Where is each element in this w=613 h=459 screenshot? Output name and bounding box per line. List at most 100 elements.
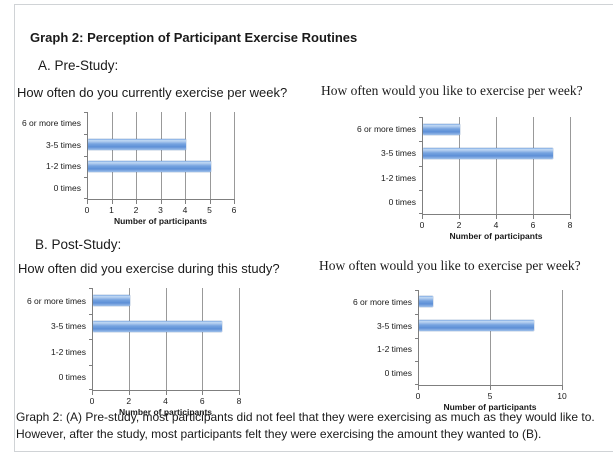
bar-1-2-times	[88, 160, 211, 172]
category-label: 1-2 times	[381, 172, 416, 183]
plot-area	[419, 117, 571, 215]
category-axis-tick	[415, 384, 419, 385]
x-tick-label: 4	[493, 220, 499, 230]
category-label: 6 or more times	[352, 296, 412, 307]
gridline	[239, 288, 240, 390]
x-tick-label: 0	[89, 396, 95, 406]
chart-title-post-during: How often did you exercise during this s…	[18, 261, 280, 276]
category-label: 6 or more times	[356, 124, 416, 135]
x-axis-tick	[87, 200, 88, 204]
gridline	[533, 117, 534, 214]
gridline	[128, 288, 130, 390]
x-tick-label: 6	[199, 396, 205, 406]
chart-post-desired-exercise: 6 or more times 3-5 times 1-2 times 0 times…	[347, 290, 568, 413]
category-label: 0 times	[53, 183, 81, 194]
gridline	[202, 288, 204, 390]
category-axis-tick	[89, 313, 93, 315]
chart-pre-current-exercise: 6 or more times 3-5 times 1-2 times 0 times…	[16, 112, 240, 227]
category-axis-tick	[84, 112, 88, 113]
gridline	[459, 117, 460, 214]
gridline	[165, 288, 167, 390]
chart-pre-desired-exercise: 6 or more times 3-5 times 1-2 times 0 times…	[350, 117, 576, 242]
x-tick-label: 0	[415, 391, 421, 401]
x-axis-title: Number of participants	[113, 216, 208, 226]
category-axis-tick	[84, 198, 88, 199]
x-tick-label: 0	[419, 220, 425, 230]
section-b-label: B. Post-Study:	[35, 237, 122, 252]
gridline	[209, 112, 211, 199]
category-label: 1-2 times	[46, 161, 81, 172]
category-axis-tick	[89, 364, 93, 366]
x-axis-tick	[496, 215, 497, 219]
x-tick-label: 4	[182, 205, 188, 215]
category-label: 3-5 times	[381, 148, 416, 159]
x-axis-tick	[239, 391, 240, 395]
category-label: 6 or more times	[21, 117, 81, 128]
x-axis-tick	[209, 200, 211, 204]
section-a-label: A. Pre-Study:	[38, 58, 119, 73]
bar-3-5-times	[419, 320, 535, 332]
category-label: 0 times	[388, 196, 416, 207]
bar-3-5-times	[88, 139, 186, 151]
x-tick-label: 2	[456, 220, 462, 230]
x-tick-label: 3	[158, 205, 163, 215]
bar-6-or-more-times	[93, 295, 130, 307]
category-axis-tick	[415, 313, 419, 315]
x-axis-tick	[92, 391, 93, 395]
figure-title: Graph 2: Perception of Participant Exerc…	[30, 30, 358, 45]
gridline	[496, 117, 497, 214]
chart-title-post-desired: How often would you like to exercise per…	[319, 258, 581, 273]
x-axis-tick	[202, 391, 204, 395]
category-axis-tick	[415, 337, 419, 339]
bar-6-or-more-times	[419, 296, 434, 308]
x-tick-label: 5	[207, 205, 212, 215]
category-label: 6 or more times	[26, 295, 86, 306]
plot-area	[415, 290, 563, 386]
x-axis-tick	[165, 391, 167, 395]
x-axis-tick	[136, 200, 137, 204]
x-tick-label: 6	[530, 220, 536, 230]
x-axis-tick	[562, 386, 563, 390]
chart-post-during-exercise: 6 or more times 3-5 times 1-2 times 0 times…	[21, 288, 245, 418]
x-axis-tick	[185, 200, 186, 204]
category-label: 3-5 times	[51, 321, 86, 332]
x-tick-label: 8	[236, 396, 242, 406]
x-tick-label: 1	[109, 205, 114, 215]
x-axis-tick	[459, 215, 460, 219]
x-axis-title: Number of participants	[443, 402, 537, 412]
gridline	[111, 112, 113, 199]
x-axis-title: Number of participants	[449, 231, 543, 241]
bar-3-5-times	[423, 147, 553, 159]
bar-6-or-more-times	[423, 123, 460, 135]
x-axis-tick	[234, 200, 235, 204]
category-label: 3-5 times	[377, 320, 412, 331]
plot-area	[89, 288, 240, 391]
category-axis-tick	[419, 165, 423, 167]
category-axis-tick	[419, 141, 423, 143]
category-axis-tick	[89, 339, 93, 340]
category-axis-tick	[84, 133, 88, 135]
category-axis-tick	[89, 389, 93, 390]
x-tick-label: 5	[487, 391, 493, 401]
x-tick-label: 0	[84, 205, 90, 215]
bar-3-5-times	[93, 320, 222, 332]
category-axis-tick	[84, 155, 88, 157]
gridline	[160, 112, 162, 199]
chart-title-pre-current: How often do you currently exercise per …	[17, 85, 288, 100]
x-axis-tick	[160, 200, 162, 204]
x-tick-label: 6	[231, 205, 237, 215]
category-axis-tick	[84, 177, 88, 179]
x-axis-tick	[490, 386, 491, 390]
category-axis-tick	[419, 189, 423, 191]
category-axis-tick	[415, 290, 419, 291]
gridline	[234, 112, 235, 199]
x-axis-tick	[422, 215, 423, 219]
gridline	[570, 117, 571, 214]
chart-title-pre-desired: How often would you like to exercise per…	[321, 83, 583, 98]
category-label: 1-2 times	[51, 346, 86, 357]
category-label: 0 times	[384, 368, 412, 379]
gridline	[185, 112, 186, 199]
category-label: 0 times	[58, 372, 86, 383]
x-axis-tick	[111, 200, 113, 204]
